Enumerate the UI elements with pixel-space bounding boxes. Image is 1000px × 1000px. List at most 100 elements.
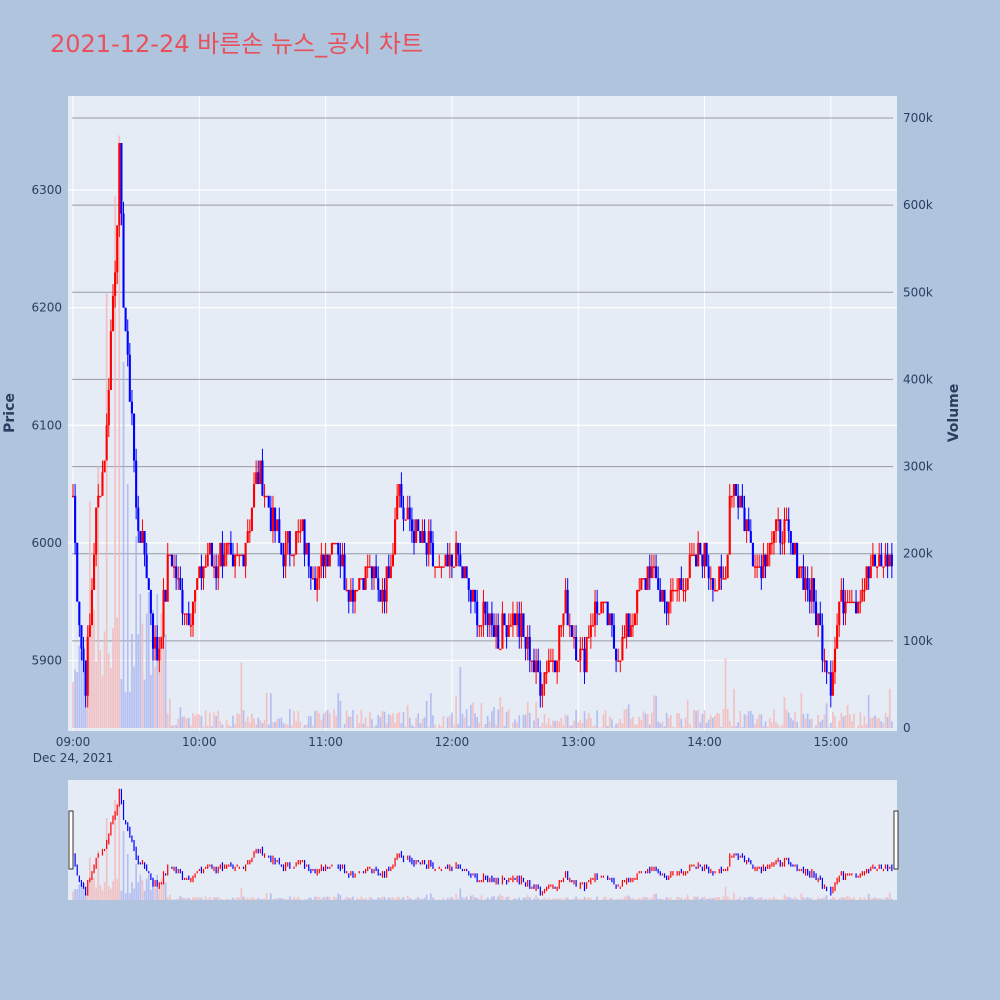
volume-bar [568,725,571,728]
slider-volume-bar [116,879,119,900]
candle-body [356,589,359,592]
slider-volume-bar [589,898,592,900]
volume-bar [461,713,464,728]
volume-bar [139,593,142,728]
slider-volume-bar [709,897,712,900]
candle-body [259,460,262,485]
slider-volume-bar [678,897,681,900]
slider-volume-bar [608,897,611,900]
candle-body [375,566,378,579]
candle-body [450,554,453,567]
candle-body [600,601,603,614]
volume-bar [596,710,598,728]
candle-body [137,507,140,532]
slider-volume-bar [480,895,483,900]
volume-bar [709,715,712,728]
slider-volume-bar [716,897,718,900]
volume-bar [402,712,405,728]
slider-volume-bar [665,897,668,900]
volume-bar [693,709,695,728]
range-slider-right-handle[interactable] [893,810,899,870]
slider-volume-bar [84,892,87,900]
candle-body [798,566,801,579]
slider-volume-bar [408,898,411,900]
slider-volume-bar [181,897,184,900]
candle-body [114,272,117,296]
volume-bar [339,700,342,728]
candle-body [314,578,317,590]
candle-body [217,566,220,579]
candle-body [406,507,409,520]
candle-body [650,566,653,579]
volume-bar [842,716,845,728]
candle-body [101,472,104,496]
volume-bar [78,645,81,728]
candle-body [278,519,281,543]
slider-volume-bar [556,898,558,900]
slider-volume-bar [390,897,392,900]
volume-bar [164,634,167,728]
volume-bar [857,725,860,728]
candle-body [343,554,346,590]
candle-body [185,613,188,615]
candle-body [290,554,293,557]
candle-body [745,519,748,532]
candle-body [299,531,302,533]
volume-bar [589,717,592,728]
candle-body [177,578,180,580]
slider-volume-bar [270,893,272,900]
slider-volume-bar [749,896,752,900]
volume-bar [484,723,487,728]
slider-volume-bar [381,896,384,900]
candle-body [149,589,152,614]
volume-bar [440,726,443,728]
slider-volume-bar [819,898,822,900]
candle-body [564,589,567,614]
slider-volume-bar [478,898,481,900]
candle-body [425,542,428,555]
candle-body [800,566,803,568]
candle-body [105,425,108,461]
volume-bar [128,691,131,728]
slider-volume-bar [583,896,586,900]
volume-bar [747,711,750,728]
volume-bar [181,716,184,728]
slider-volume-bar [693,896,695,900]
candle-body [145,554,148,579]
range-slider[interactable] [68,780,897,900]
candle-body [619,660,622,662]
candle-body [513,613,517,626]
candle-body [732,484,736,496]
candle-body [530,660,533,662]
slider-volume-bar [286,899,289,900]
slider-volume-bar [419,899,422,900]
candle-body [457,542,460,555]
range-slider-left-handle[interactable] [68,810,74,870]
volume-bar [794,712,796,728]
candle-body [221,542,224,567]
slider-volume-bar [859,897,862,900]
slider-volume-bar [200,897,203,900]
slider-volume-bar [385,899,388,900]
candle-body [855,601,858,614]
candle-body [707,566,710,579]
candle-body [821,625,824,661]
volume-bar [806,713,809,728]
slider-volume-bar [882,899,885,900]
candle-body [427,531,430,555]
slider-volume-bar [451,897,453,900]
candle-body [846,601,849,604]
candle-body [850,601,853,604]
candle-body [141,531,144,543]
volume-bar [752,714,754,728]
slider-volume-bar [448,897,451,900]
volume-bar [627,704,630,728]
candle-body [642,578,645,580]
candle-body [383,589,386,602]
volume-tick-label: 100k [903,634,933,648]
candle-body [764,554,767,567]
slider-volume-bar [297,896,300,900]
slider-volume-bar [705,899,708,900]
slider-volume-bar [823,897,826,900]
slider-volume-bar [192,897,194,900]
